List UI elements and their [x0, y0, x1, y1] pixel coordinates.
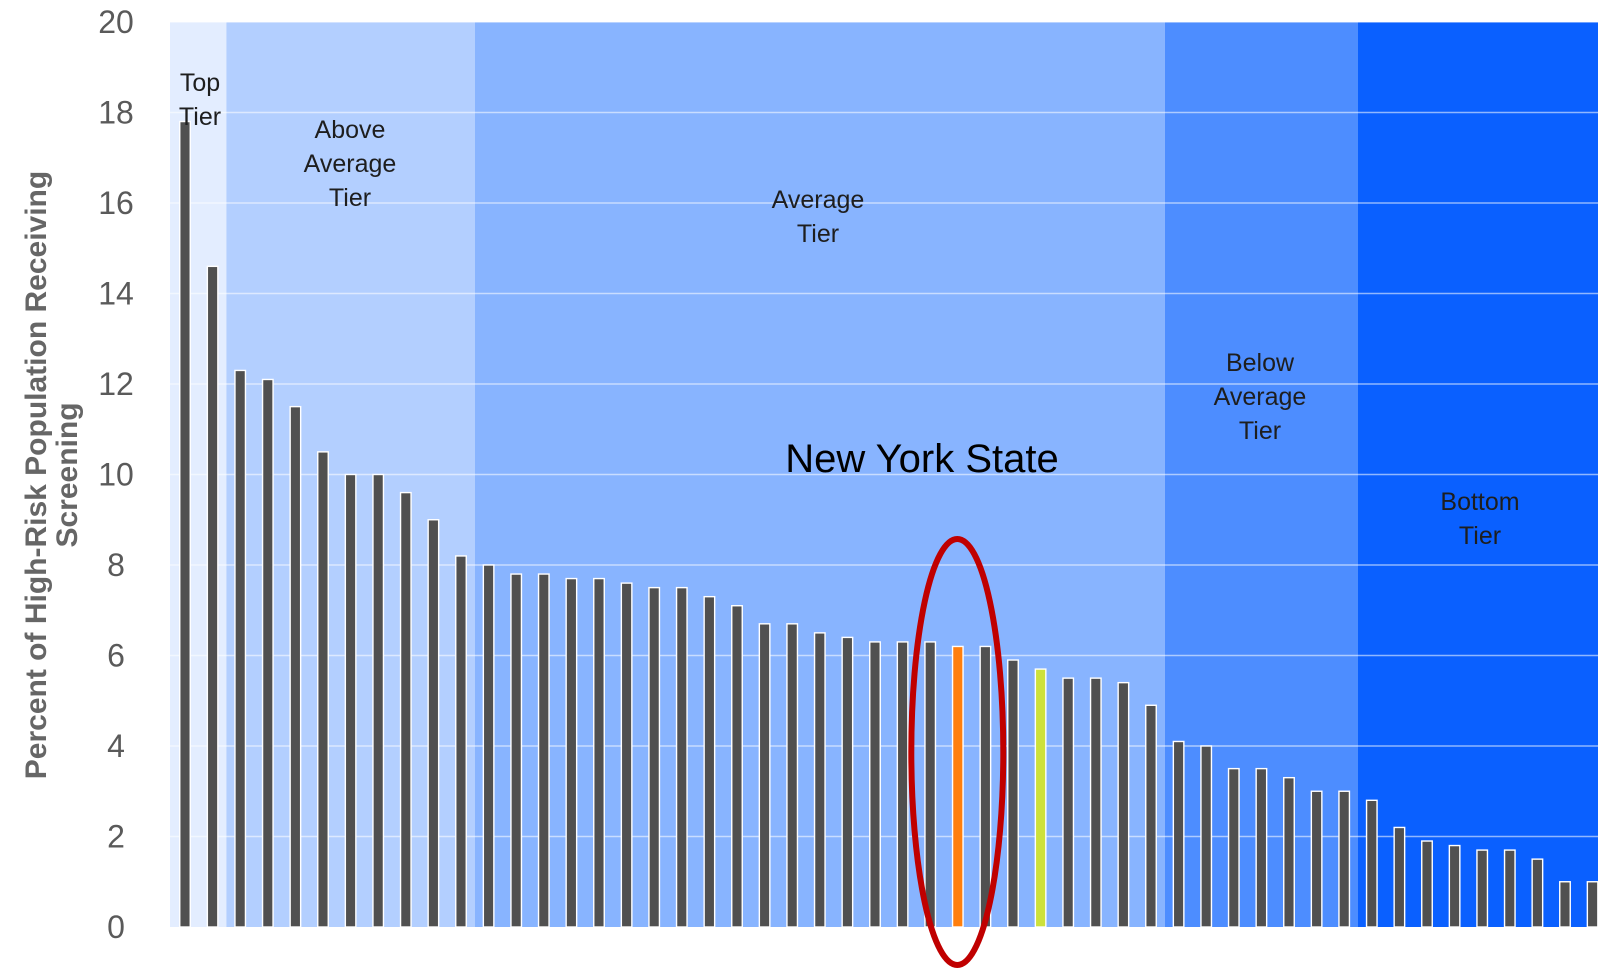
tier-label-line: Average	[772, 186, 865, 214]
y-tick-label: 20	[98, 4, 134, 40]
bar	[179, 120, 191, 928]
bar	[1531, 858, 1544, 928]
bar	[924, 641, 937, 928]
tier-label-1: Above Average Tier	[304, 116, 397, 212]
bar	[317, 451, 329, 928]
bar	[510, 573, 523, 928]
bar	[1338, 790, 1351, 928]
bar	[1421, 840, 1433, 928]
bar	[1393, 826, 1406, 928]
bar	[1117, 681, 1130, 928]
tier-label-3: Below Average Tier	[1214, 349, 1307, 445]
bar	[593, 577, 605, 928]
bar	[427, 519, 440, 928]
bar	[1503, 849, 1516, 928]
tier-label-line: Average	[304, 150, 397, 178]
tier-label-0: Top Tier	[179, 69, 221, 131]
tier-label-4: Bottom Tier	[1440, 488, 1519, 550]
bar	[1200, 745, 1213, 928]
y-tick-label: 4	[107, 728, 125, 764]
bar	[896, 641, 909, 928]
bar	[1365, 799, 1378, 928]
bar	[979, 645, 992, 928]
tier-label-line: Tier	[329, 184, 371, 212]
bar	[206, 265, 219, 928]
tier-label-line: Tier	[1459, 522, 1501, 550]
tier-label-2: Average Tier	[772, 186, 865, 248]
bar	[1007, 659, 1019, 928]
y-tick-label: 8	[107, 547, 125, 583]
bar	[1586, 881, 1598, 928]
bar	[1089, 677, 1102, 928]
bar	[731, 605, 743, 928]
y-tick-label: 16	[98, 185, 134, 221]
bar	[261, 378, 274, 928]
tier-label-line: Tier	[797, 220, 839, 248]
y-axis: 0 2 4 6 8 10 12 14 16 18 20 Percent of High-Risk Po…	[20, 4, 134, 945]
bar	[648, 586, 661, 928]
bar	[813, 632, 826, 928]
bar	[399, 491, 412, 928]
bar	[675, 586, 688, 928]
bar	[1283, 776, 1295, 928]
bar	[344, 473, 357, 928]
bar	[703, 595, 716, 928]
bar	[565, 577, 578, 928]
y-tick-label: 6	[107, 638, 125, 674]
tier-label-line: Bottom	[1440, 488, 1519, 516]
y-axis-label-line: Screening	[51, 402, 84, 547]
y-tick-label: 12	[98, 366, 134, 402]
bar	[372, 473, 385, 928]
tier-label-line: Average	[1214, 383, 1307, 411]
bar	[1062, 677, 1075, 928]
bar	[841, 636, 854, 928]
tier-label-line: Tier	[1239, 417, 1281, 445]
y-axis-label: Percent of High-Risk Population Receivin…	[20, 171, 84, 779]
y-tick-label: 10	[98, 457, 134, 493]
bar	[289, 405, 302, 928]
tier-labels: Top Tier Above Average Tier Average Tier Below A…	[179, 69, 1520, 550]
bar	[1255, 767, 1268, 928]
bar	[1310, 790, 1323, 928]
bar	[1145, 704, 1157, 928]
new-york-annotation: New York State	[785, 437, 1059, 968]
highlight-ellipse	[908, 536, 1007, 968]
bar	[1448, 844, 1461, 928]
bar	[482, 564, 495, 928]
tier-label-line: Top	[180, 69, 220, 97]
y-tick-label: 18	[98, 95, 134, 131]
bar	[620, 582, 633, 928]
bar	[758, 623, 771, 928]
tier-label-line: Above	[315, 116, 386, 144]
bar	[1476, 849, 1489, 928]
bars	[179, 120, 1598, 928]
y-tick-label: 2	[107, 819, 125, 855]
bar	[1559, 881, 1571, 928]
bar	[869, 641, 881, 928]
bar	[1172, 740, 1185, 928]
bar	[537, 573, 550, 928]
bar	[1034, 668, 1047, 928]
bar	[786, 623, 799, 928]
bar	[234, 369, 247, 928]
bar	[455, 555, 467, 928]
annotation-label: New York State	[785, 437, 1059, 481]
y-axis-label-line: Percent of High-Risk Population Receivin…	[20, 171, 53, 779]
bar	[951, 645, 964, 928]
bar	[1227, 767, 1240, 928]
y-tick-label: 0	[107, 909, 125, 945]
tier-label-line: Tier	[179, 103, 221, 131]
tier-label-line: Below	[1226, 349, 1295, 377]
y-tick-label: 14	[98, 276, 134, 312]
